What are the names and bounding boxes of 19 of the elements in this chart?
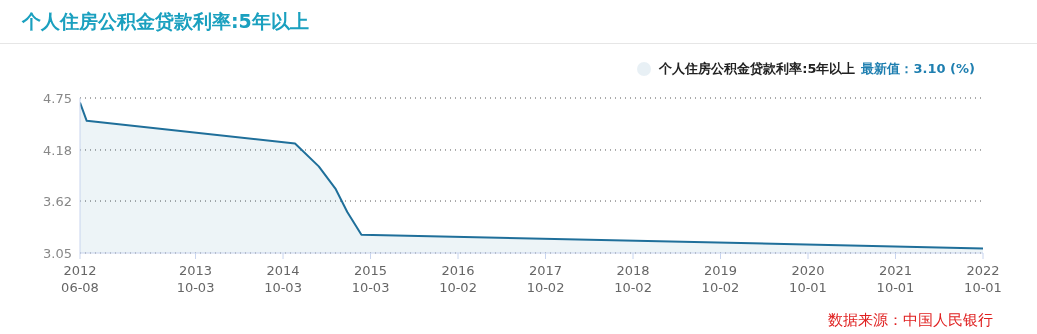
y-tick-label: 4.18 — [43, 142, 72, 158]
x-tick-label: 2014 10-03 — [264, 263, 302, 295]
y-tick-label: 3.62 — [43, 193, 72, 209]
x-tick-label: 2013 10-03 — [176, 263, 215, 295]
x-tick-label: 2020 10-01 — [789, 263, 827, 295]
x-tick-label: 2015 10-03 — [351, 263, 390, 295]
x-tick-label: 2021 10-01 — [876, 263, 915, 295]
source-note: 数据来源：中国人民银行 — [828, 311, 993, 330]
x-tick-label: 2017 10-02 — [526, 263, 565, 295]
chart-title: 个人住房公积金贷款利率:5年以上 — [22, 9, 309, 34]
x-tick-label: 2018 10-02 — [614, 263, 652, 295]
text: 最新值：3.10 (%) — [861, 60, 975, 78]
y-tick-label: 4.75 — [43, 90, 72, 106]
x-tick-label: 2019 10-02 — [701, 263, 740, 295]
legend-label: 个人住房公积金贷款利率:5年以上 — [659, 60, 856, 78]
x-tick-label: 2012 06-08 — [61, 263, 99, 295]
y-tick-label: 3.05 — [43, 245, 72, 261]
x-tick-label: 2016 10-02 — [439, 263, 477, 295]
x-tick-label: 2022 10-01 — [964, 263, 1002, 295]
